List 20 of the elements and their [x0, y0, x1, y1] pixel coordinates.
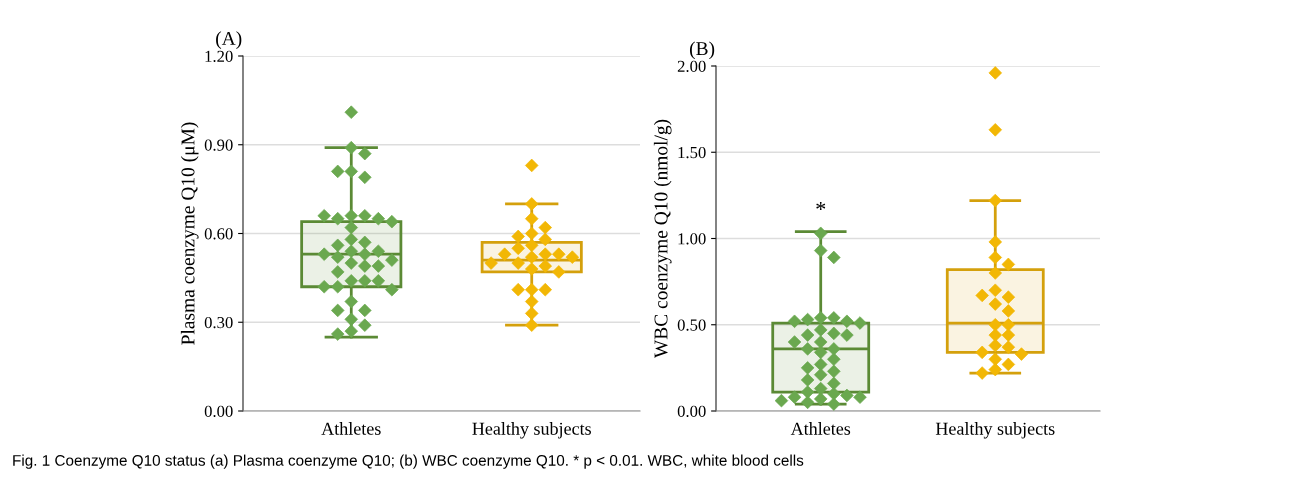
- y-tick-label: 0.50: [677, 319, 706, 331]
- x-tick-label: Athletes: [790, 422, 851, 435]
- chart-title: (A): [216, 31, 242, 49]
- y-tick-label: 1.20: [205, 50, 233, 63]
- y-axis-title: Plasma coenzyme Q10 (μM): [180, 122, 199, 345]
- y-axis-title: WBC coenzyme Q10 (nmol/g): [653, 119, 672, 359]
- y-tick-label: 2.00: [677, 60, 706, 73]
- chart-title: (B): [689, 41, 715, 60]
- caption: Fig. 1 Coenzyme Q10 status (a) Plasma coenzyme Q10; (b) WBC coenzyme Q10. * p < 0.01. WBC, white blood cells: [13, 454, 804, 469]
- y-tick-label: 1.50: [678, 146, 706, 159]
- x-tick-label: Healthy subjects: [472, 422, 591, 439]
- y-tick-label: 0.30: [204, 316, 233, 329]
- y-tick-label: 0.00: [677, 405, 706, 418]
- y-tick-label: 0.60: [204, 228, 233, 240]
- x-tick-label: Healthy subjects: [935, 422, 1055, 439]
- y-tick-label: 0.90: [204, 139, 233, 151]
- x-tick-label: Athletes: [321, 422, 381, 435]
- annotation: *: [816, 201, 826, 211]
- y-tick-label: 0.00: [204, 405, 233, 418]
- y-tick-label: 1.00: [678, 233, 706, 245]
